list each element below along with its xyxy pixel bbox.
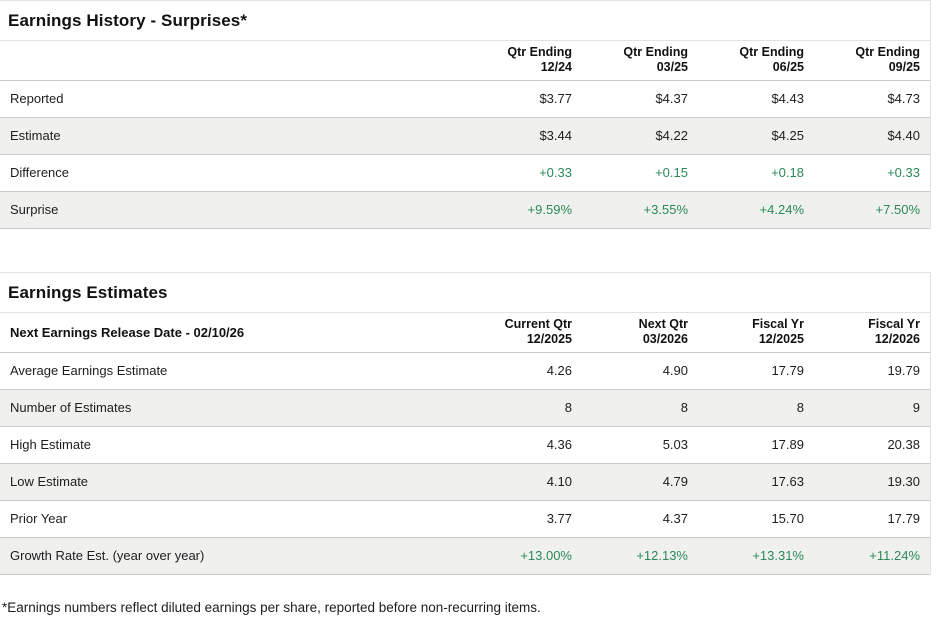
- column-header-current-qtr: Current Qtr 12/2025: [466, 313, 582, 353]
- table-row-surprise: Surprise +9.59% +3.55% +4.24% +7.50%: [0, 191, 930, 229]
- column-header-qtr-0625: Qtr Ending 06/25: [698, 41, 814, 81]
- column-header-fiscal-yr-2026: Fiscal Yr 12/2026: [814, 313, 930, 353]
- column-header-line2: 12/2026: [874, 332, 920, 346]
- column-header-line2: 06/25: [772, 60, 804, 74]
- column-header-fiscal-yr-2025: Fiscal Yr 12/2025: [698, 313, 814, 353]
- column-header-next-qtr: Next Qtr 03/2026: [582, 313, 698, 353]
- row-label: Reported: [0, 80, 466, 118]
- cell-value: 19.79: [814, 352, 930, 390]
- cell-value: 20.38: [814, 426, 930, 464]
- cell-value: 4.37: [582, 500, 698, 538]
- row-label: Average Earnings Estimate: [0, 352, 466, 390]
- column-header-line1: Next Qtr: [638, 317, 688, 331]
- next-earnings-release-date: Next Earnings Release Date - 02/10/26: [0, 313, 466, 353]
- column-header-qtr-0925: Qtr Ending 09/25: [814, 41, 930, 81]
- column-header-line2: 09/25: [888, 60, 920, 74]
- column-header-line1: Qtr Ending: [623, 45, 688, 59]
- cell-value: 17.89: [698, 426, 814, 464]
- earnings-estimates-title: Earnings Estimates: [0, 273, 930, 313]
- cell-value: 15.70: [698, 500, 814, 538]
- cell-value: +7.50%: [814, 191, 930, 229]
- cell-value: 17.79: [698, 352, 814, 390]
- cell-value: $4.43: [698, 80, 814, 118]
- cell-value: 9: [814, 389, 930, 427]
- column-header-line1: Qtr Ending: [507, 45, 572, 59]
- row-label: High Estimate: [0, 426, 466, 464]
- cell-value: 4.10: [466, 463, 582, 501]
- section-spacer: [0, 229, 931, 272]
- table-row-number-of-estimates: Number of Estimates 8 8 8 9: [0, 389, 930, 427]
- column-header-qtr-0325: Qtr Ending 03/25: [582, 41, 698, 81]
- cell-value: +13.00%: [466, 537, 582, 575]
- row-label: Estimate: [0, 117, 466, 155]
- table-row-low-estimate: Low Estimate 4.10 4.79 17.63 19.30: [0, 463, 930, 501]
- column-header-line2: 12/2025: [526, 332, 572, 346]
- cell-value: $4.25: [698, 117, 814, 155]
- earnings-history-title: Earnings History - Surprises*: [0, 1, 930, 41]
- row-label: Surprise: [0, 191, 466, 229]
- row-label: Prior Year: [0, 500, 466, 538]
- column-header-line2: 12/2025: [758, 332, 804, 346]
- cell-value: +13.31%: [698, 537, 814, 575]
- earnings-estimates-header-row: Next Earnings Release Date - 02/10/26 Cu…: [0, 313, 930, 353]
- column-header-line2: 03/2026: [642, 332, 688, 346]
- table-row-reported: Reported $3.77 $4.37 $4.43 $4.73: [0, 80, 930, 118]
- cell-value: $4.73: [814, 80, 930, 118]
- earnings-history-header-row: Qtr Ending 12/24 Qtr Ending 03/25 Qtr En…: [0, 41, 930, 81]
- cell-value: 4.90: [582, 352, 698, 390]
- cell-value: +0.18: [698, 154, 814, 192]
- cell-value: +9.59%: [466, 191, 582, 229]
- cell-value: $4.37: [582, 80, 698, 118]
- cell-value: +11.24%: [814, 537, 930, 575]
- cell-value: $3.44: [466, 117, 582, 155]
- column-header-line2: 12/24: [540, 60, 572, 74]
- cell-value: +4.24%: [698, 191, 814, 229]
- cell-value: 4.36: [466, 426, 582, 464]
- cell-value: +0.15: [582, 154, 698, 192]
- cell-value: 4.79: [582, 463, 698, 501]
- cell-value: +12.13%: [582, 537, 698, 575]
- earnings-history-table: Qtr Ending 12/24 Qtr Ending 03/25 Qtr En…: [0, 41, 930, 229]
- cell-value: $4.40: [814, 117, 930, 155]
- cell-value: 8: [582, 389, 698, 427]
- column-header-line1: Fiscal Yr: [752, 317, 804, 331]
- cell-value: $4.22: [582, 117, 698, 155]
- cell-value: 3.77: [466, 500, 582, 538]
- column-header-empty: [0, 41, 466, 81]
- cell-value: 4.26: [466, 352, 582, 390]
- cell-value: 8: [698, 389, 814, 427]
- cell-value: 17.79: [814, 500, 930, 538]
- column-header-line1: Fiscal Yr: [868, 317, 920, 331]
- cell-value: +3.55%: [582, 191, 698, 229]
- column-header-qtr-1224: Qtr Ending 12/24: [466, 41, 582, 81]
- table-row-estimate: Estimate $3.44 $4.22 $4.25 $4.40: [0, 117, 930, 155]
- row-label: Growth Rate Est. (year over year): [0, 537, 466, 575]
- column-header-line1: Current Qtr: [504, 317, 572, 331]
- cell-value: 17.63: [698, 463, 814, 501]
- table-row-difference: Difference +0.33 +0.15 +0.18 +0.33: [0, 154, 930, 192]
- earnings-footnote: *Earnings numbers reflect diluted earnin…: [2, 600, 541, 615]
- row-label: Low Estimate: [0, 463, 466, 501]
- cell-value: $3.77: [466, 80, 582, 118]
- table-row-high-estimate: High Estimate 4.36 5.03 17.89 20.38: [0, 426, 930, 464]
- column-header-line2: 03/25: [656, 60, 688, 74]
- column-header-line1: Qtr Ending: [855, 45, 920, 59]
- cell-value: +0.33: [814, 154, 930, 192]
- cell-value: 8: [466, 389, 582, 427]
- row-label: Difference: [0, 154, 466, 192]
- cell-value: 19.30: [814, 463, 930, 501]
- earnings-history-card: Earnings History - Surprises* Qtr Ending…: [0, 0, 931, 229]
- column-header-line1: Qtr Ending: [739, 45, 804, 59]
- cell-value: 5.03: [582, 426, 698, 464]
- table-row-growth-rate-est: Growth Rate Est. (year over year) +13.00…: [0, 537, 930, 575]
- row-label: Number of Estimates: [0, 389, 466, 427]
- table-row-average-earnings-estimate: Average Earnings Estimate 4.26 4.90 17.7…: [0, 352, 930, 390]
- cell-value: +0.33: [466, 154, 582, 192]
- earnings-estimates-card: Earnings Estimates Next Earnings Release…: [0, 272, 931, 575]
- earnings-estimates-table: Next Earnings Release Date - 02/10/26 Cu…: [0, 313, 930, 575]
- table-row-prior-year: Prior Year 3.77 4.37 15.70 17.79: [0, 500, 930, 538]
